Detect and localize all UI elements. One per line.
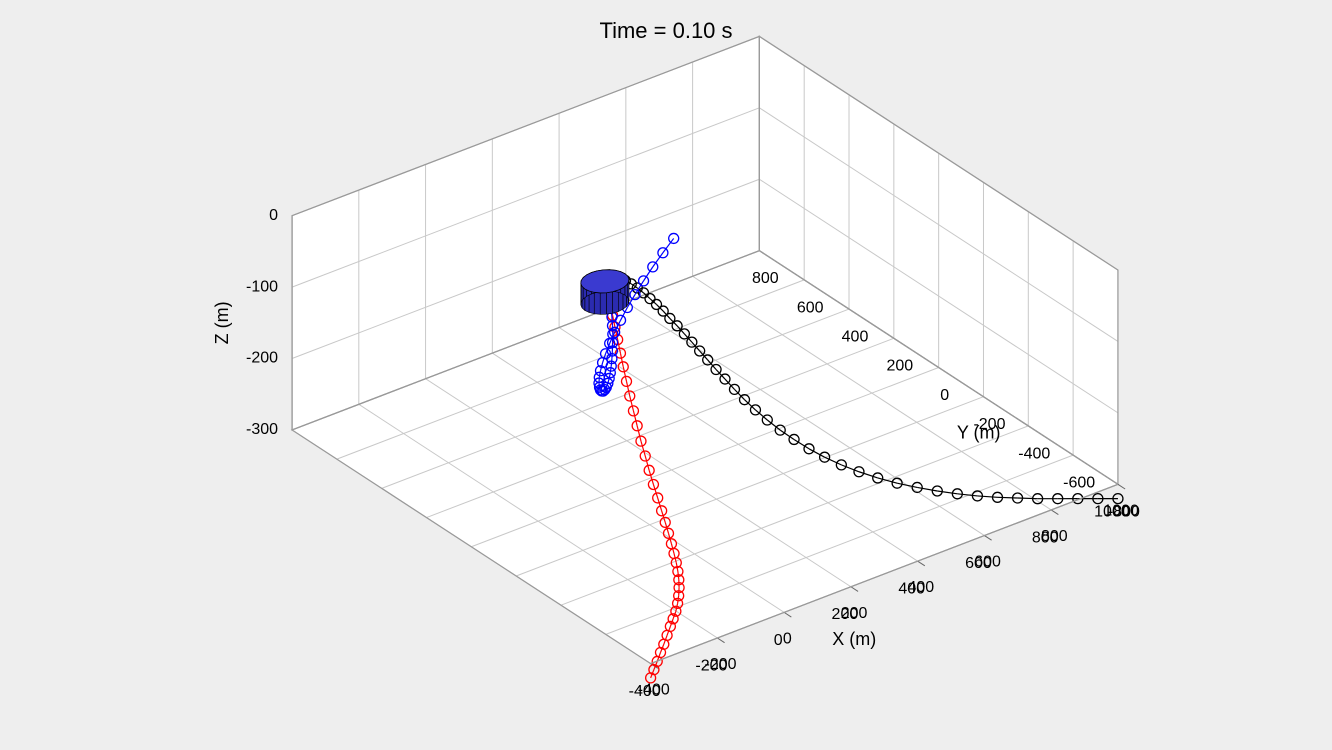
svg-text:-400: -400 [629,683,661,700]
svg-text:800: 800 [1032,529,1059,546]
svg-text:600: 600 [965,555,992,572]
svg-text:Z (m): Z (m) [212,301,232,344]
svg-text:X (m): X (m) [832,629,876,649]
svg-text:-200: -200 [695,657,727,674]
svg-text:-600: -600 [1063,475,1095,492]
svg-text:-400: -400 [1018,445,1050,462]
svg-text:0: 0 [269,207,278,224]
plot3d-svg: -400-20002004006008001000-400-2000200400… [0,0,1332,750]
svg-text:0: 0 [940,387,949,404]
svg-text:200: 200 [832,606,859,623]
svg-text:0: 0 [783,630,792,647]
svg-text:Y (m): Y (m) [957,422,1001,442]
plot-title: Time = 0.10 s [0,18,1332,44]
svg-text:800: 800 [752,270,779,287]
figure-background: -400-20002004006008001000-400-2000200400… [0,0,1332,750]
svg-text:-800: -800 [1108,504,1140,521]
svg-text:0: 0 [774,632,783,649]
svg-text:600: 600 [797,299,824,316]
svg-text:-300: -300 [246,421,278,438]
svg-text:-100: -100 [246,278,278,295]
svg-text:400: 400 [898,581,925,598]
svg-text:200: 200 [886,358,913,375]
svg-text:400: 400 [842,328,869,345]
svg-text:-200: -200 [246,350,278,367]
